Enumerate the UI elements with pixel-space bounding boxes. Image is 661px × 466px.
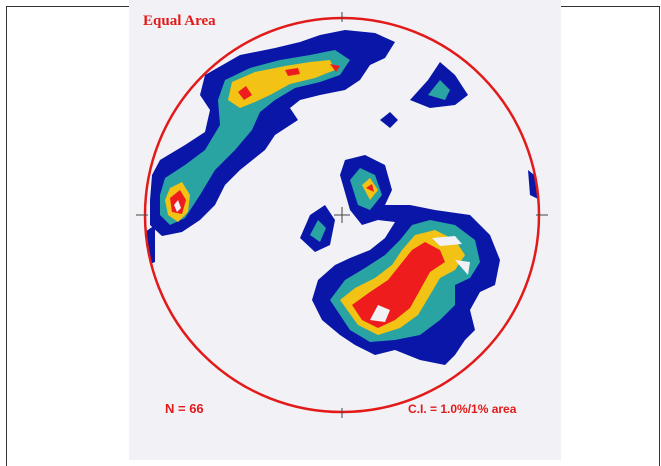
contour-ul-level4c [330, 64, 340, 72]
contour-lower-hole-white [370, 305, 390, 322]
contour-small-dot [380, 112, 398, 128]
contour-ur-level2 [428, 80, 450, 100]
contour-notch-white [455, 260, 470, 275]
density-contours [145, 30, 539, 365]
contour-ul-level4b [285, 68, 300, 76]
tick-marks [136, 12, 548, 418]
contour-ul-hole [174, 200, 181, 212]
contour-lower-level4 [352, 242, 445, 328]
contour-central-level4 [366, 184, 374, 192]
contour-interval-label: C.I. = 1.0%/1% area [408, 402, 517, 416]
contour-left-small-level2 [310, 220, 326, 242]
plot-title: Equal Area [143, 13, 216, 29]
contour-ul-level2 [160, 50, 350, 225]
contour-ul-level4 [238, 86, 252, 100]
contour-ul-level3 [228, 60, 335, 108]
contour-ul-level1 [150, 30, 395, 236]
contour-upper-hole-white [432, 236, 462, 246]
sample-count-label: N = 66 [165, 401, 204, 416]
